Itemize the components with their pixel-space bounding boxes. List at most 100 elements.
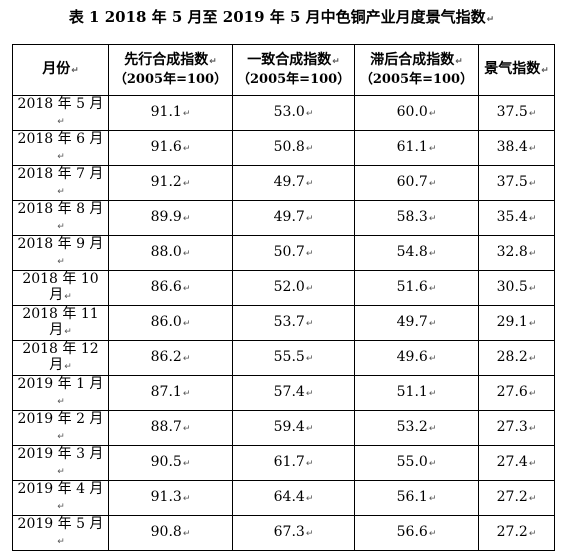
index-value: 27.2 — [496, 524, 528, 540]
table-cell: 67.3↵ — [232, 515, 355, 551]
paragraph-mark-icon: ↵ — [305, 389, 314, 399]
index-value: 91.1 — [150, 104, 182, 120]
table-cell: 49.6↵ — [354, 340, 479, 376]
table-cell: 59.4↵ — [232, 410, 355, 446]
paragraph-mark-icon: ↵ — [209, 57, 217, 67]
table-cell: 2018 年 7 月 ↵ — [12, 165, 109, 201]
table-cell: 86.2↵ — [108, 340, 233, 376]
paragraph-mark-icon: ↵ — [528, 459, 537, 469]
table-cell: 88.0↵ — [108, 235, 233, 271]
paragraph-mark-icon: ↵ — [305, 424, 314, 434]
table-title-text: 表 1 2018 年 5 月至 2019 年 5 月中色铜产业月度景气指数 — [68, 8, 486, 26]
paragraph-mark-icon: ↵ — [305, 249, 314, 259]
table-cell: 50.7↵ — [232, 235, 355, 271]
paragraph-mark-icon: ↵ — [528, 424, 537, 434]
paragraph-mark-icon: ↵ — [528, 354, 537, 364]
table-cell: 27.3↵ — [478, 410, 555, 446]
table-cell: 2018 年 9 月 ↵ — [12, 235, 109, 271]
index-value: 54.8 — [396, 244, 428, 260]
paragraph-mark-icon: ↵ — [305, 319, 314, 329]
table-cell: 61.1↵ — [354, 130, 479, 166]
index-value: 53.0 — [273, 104, 305, 120]
table-cell: 56.6↵ — [354, 515, 479, 551]
index-value: 49.7 — [273, 174, 305, 190]
index-value: 58.3 — [396, 209, 428, 225]
index-value: 57.4 — [273, 384, 305, 400]
table-cell: 35.4↵ — [478, 200, 555, 236]
paragraph-mark-icon: ↵ — [428, 389, 437, 399]
paragraph-mark-icon: ↵ — [305, 459, 314, 469]
paragraph-mark-icon: ↵ — [455, 57, 463, 67]
table-cell: 53.2↵ — [354, 410, 479, 446]
paragraph-mark-icon: ↵ — [305, 529, 314, 539]
table-cell: 55.0↵ — [354, 445, 479, 481]
table-cell: 49.7↵ — [354, 305, 479, 341]
index-value: 32.8 — [496, 244, 528, 260]
paragraph-mark-icon: ↵ — [182, 214, 191, 224]
paragraph-mark-icon: ↵ — [71, 66, 79, 76]
column-header-2: 一致合成指数↵ （2005年=100） — [232, 44, 355, 96]
index-value: 38.4 — [496, 139, 528, 155]
paragraph-mark-icon: ↵ — [528, 144, 537, 154]
table-cell: 2018 年 12 月↵ — [12, 340, 109, 376]
table-cell: 29.1↵ — [478, 305, 555, 341]
table-cell: 91.3↵ — [108, 480, 233, 516]
index-value: 55.0 — [396, 454, 428, 470]
paragraph-mark-icon: ↵ — [528, 109, 537, 119]
paragraph-mark-icon: ↵ — [305, 494, 314, 504]
index-value: 86.2 — [150, 349, 182, 365]
index-value: 56.1 — [396, 489, 428, 505]
paragraph-mark-icon: ↵ — [182, 179, 191, 189]
paragraph-mark-icon: ↵ — [182, 424, 191, 434]
paragraph-mark-icon: ↵ — [428, 144, 437, 154]
table-row: 2019 年 1 月↵ 87.1↵ 57.4↵ 51.1↵ 27.6↵ — [12, 375, 555, 411]
paragraph-mark-icon: ↵ — [528, 529, 537, 539]
table-cell: 49.7↵ — [232, 200, 355, 236]
month-value: 2019 年 3 月 — [17, 446, 104, 462]
table-cell: 50.8↵ — [232, 130, 355, 166]
index-value: 61.7 — [273, 454, 305, 470]
table-row: 2018 年 9 月↵ 88.0↵ 50.7↵ 54.8 ↵ 32.8 ↵ — [12, 235, 555, 271]
month-value: 2018 年 6 月 — [17, 131, 104, 147]
table-cell: 30.5↵ — [478, 270, 555, 306]
index-value: 51.1 — [396, 384, 428, 400]
table-cell: 2019 年 5 月 ↵ — [12, 515, 109, 551]
paragraph-mark-icon: ↵ — [57, 257, 65, 267]
table-row: 2019 年 5 月↵ 90.8↵ 67.3↵ 56.6↵ 27.2↵ — [12, 515, 555, 551]
index-table: 月份↵ 先行合成指数↵ （2005年=100） 一致合成指数↵ （2005年=100）滞… — [12, 44, 555, 551]
table-cell: 57.4↵ — [232, 375, 355, 411]
table-cell: 2018 年 6 月 ↵ — [12, 130, 109, 166]
paragraph-mark-icon: ↵ — [57, 187, 65, 197]
column-header-1: 先行合成指数↵ （2005年=100） — [108, 44, 233, 96]
paragraph-mark-icon: ↵ — [182, 354, 191, 364]
paragraph-mark-icon: ↵ — [182, 109, 191, 119]
index-value: 35.4 — [496, 209, 528, 225]
paragraph-mark-icon: ↵ — [428, 214, 437, 224]
index-value: 60.7 — [396, 174, 428, 190]
month-value: 2018 年 5 月 — [17, 96, 104, 112]
column-header-0: 月份↵ — [12, 44, 109, 96]
table-cell: 51.1↵ — [354, 375, 479, 411]
table-cell: 2018 年 10 月↵ — [12, 270, 109, 306]
table-row: 2018 年 6 月↵ 91.6↵ 50.8↵ 61.1↵ 38.4↵ — [12, 130, 555, 166]
paragraph-mark-icon: ↵ — [428, 494, 437, 504]
paragraph-mark-icon: ↵ — [528, 319, 537, 329]
paragraph-mark-icon: ↵ — [57, 502, 65, 512]
table-cell: 27.2↵ — [478, 480, 555, 516]
table-cell: 91.1↵ — [108, 95, 233, 131]
index-value: 52.0 — [273, 279, 305, 295]
table-cell: 2019 年 1 月 ↵ — [12, 375, 109, 411]
index-value: 27.6 — [496, 384, 528, 400]
table-cell: 53.0↵ — [232, 95, 355, 131]
table-cell: 52.0↵ — [232, 270, 355, 306]
month-value: 2018 年 10 月 — [22, 271, 99, 303]
paragraph-mark-icon: ↵ — [305, 214, 314, 224]
month-value: 2018 年 12 月 — [22, 341, 99, 373]
index-value: 49.7 — [396, 314, 428, 330]
index-value: 67.3 — [273, 524, 305, 540]
index-value: 88.7 — [150, 419, 182, 435]
table-cell: 90.8↵ — [108, 515, 233, 551]
paragraph-mark-icon: ↵ — [64, 362, 72, 372]
table-cell: 88.7↵ — [108, 410, 233, 446]
paragraph-mark-icon: ↵ — [332, 57, 340, 67]
